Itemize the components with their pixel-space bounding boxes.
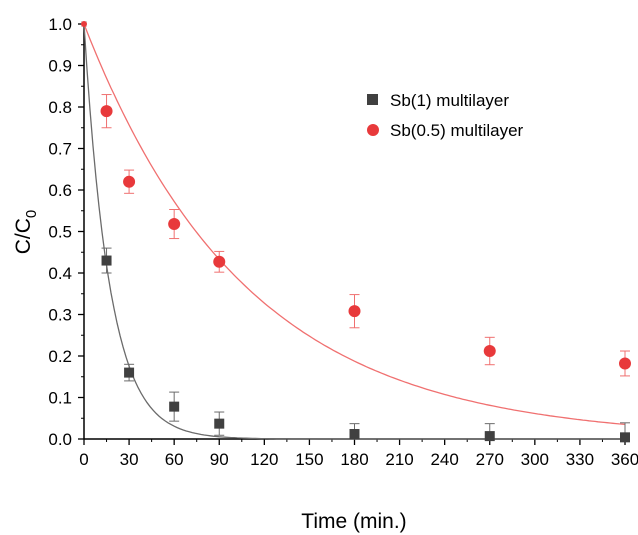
x-tick-label: 0 bbox=[79, 450, 88, 469]
data-point-circle bbox=[348, 305, 361, 318]
x-tick-label: 180 bbox=[340, 450, 368, 469]
data-point-square bbox=[169, 401, 180, 412]
y-axis-title-subscript: 0 bbox=[23, 210, 40, 218]
x-tick-label: 240 bbox=[430, 450, 458, 469]
x-tick-label: 60 bbox=[165, 450, 184, 469]
legend-label-sb1: Sb(1) multilayer bbox=[390, 91, 509, 110]
fit-curve-series-0 bbox=[83, 23, 625, 440]
y-tick-label: 0.7 bbox=[48, 140, 72, 159]
data-point-circle bbox=[619, 357, 631, 370]
error-bars bbox=[101, 94, 630, 440]
legend-label-sb05: Sb(0.5) multilayer bbox=[390, 121, 524, 140]
x-axis-title: Time (min.) bbox=[301, 510, 406, 533]
data-point-square bbox=[214, 418, 225, 429]
data-point-square bbox=[484, 431, 495, 442]
x-tick-label: 150 bbox=[295, 450, 323, 469]
y-tick-label: 1.0 bbox=[48, 15, 72, 34]
data-point-circle bbox=[100, 105, 113, 118]
y-axis-title-main: C/C bbox=[12, 218, 35, 254]
fit-curves bbox=[83, 23, 626, 440]
plot-frame bbox=[83, 24, 625, 440]
axis-ticks: 0 30 60 90 120 150 180 210 240 270 300 330 360 0.0 0.1… bbox=[48, 15, 638, 469]
y-tick-label: 0.8 bbox=[48, 98, 72, 117]
data-point-square bbox=[124, 367, 135, 378]
x-tick-label: 210 bbox=[385, 450, 413, 469]
y-tick-label: 0.5 bbox=[48, 223, 72, 242]
data-point-circle bbox=[483, 345, 496, 358]
y-tick-label: 0.0 bbox=[48, 430, 72, 449]
y-axis-title: C/C0 bbox=[12, 210, 40, 255]
data-point-circle bbox=[213, 255, 226, 268]
y-tick-label: 0.6 bbox=[48, 181, 72, 200]
data-markers bbox=[81, 21, 631, 443]
x-tick-label: 330 bbox=[566, 450, 594, 469]
y-tick-label: 0.2 bbox=[48, 347, 72, 366]
legend: Sb(1) multilayer Sb(0.5) multilayer bbox=[367, 91, 524, 140]
y-tick-label: 0.4 bbox=[48, 264, 72, 283]
data-point-circle bbox=[81, 21, 87, 27]
legend-marker-sb05 bbox=[367, 124, 379, 136]
x-tick-label: 120 bbox=[250, 450, 278, 469]
x-tick-label: 300 bbox=[521, 450, 549, 469]
x-tick-label: 360 bbox=[611, 450, 638, 469]
data-point-square bbox=[349, 429, 360, 440]
x-tick-label: 30 bbox=[120, 450, 139, 469]
fit-curve-series-1 bbox=[83, 23, 626, 426]
x-tick-label: 270 bbox=[476, 450, 504, 469]
x-tick-label: 90 bbox=[210, 450, 229, 469]
y-tick-label: 0.1 bbox=[48, 389, 72, 408]
data-point-circle bbox=[168, 218, 181, 231]
data-point-square bbox=[620, 432, 630, 443]
data-point-square bbox=[101, 255, 112, 266]
y-tick-label: 0.3 bbox=[48, 306, 72, 325]
y-tick-label: 0.9 bbox=[48, 57, 72, 76]
data-point-circle bbox=[123, 175, 136, 188]
legend-marker-sb1 bbox=[367, 94, 378, 105]
